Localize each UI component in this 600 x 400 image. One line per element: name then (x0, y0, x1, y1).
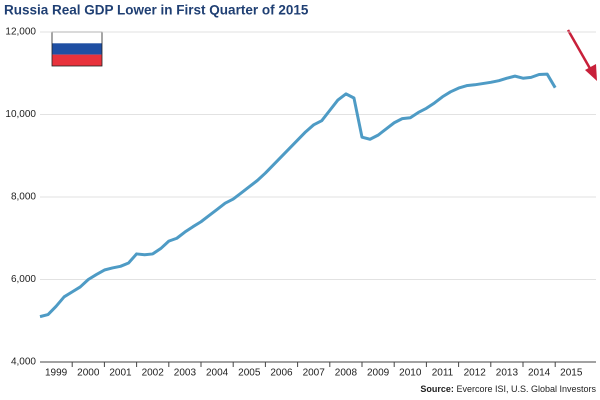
x-tick-label: 2002 (142, 368, 165, 379)
x-tick-label: 2001 (109, 368, 132, 379)
source-label: Source: (420, 384, 454, 394)
russia-flag (51, 31, 103, 67)
x-tick-label: 2012 (464, 368, 487, 379)
chart-title: Russia Real GDP Lower in First Quarter o… (4, 3, 309, 18)
y-tick-label: 6,000 (11, 274, 36, 285)
y-tick-label: 10,000 (5, 109, 36, 120)
source: Source: Evercore ISI, U.S. Global Invest… (420, 384, 596, 394)
data-line (39, 72, 557, 319)
x-tick-label: 2000 (77, 368, 100, 379)
x-tick-label: 2009 (367, 368, 390, 379)
x-tick-label: 2014 (528, 368, 551, 379)
x-tick-label: 2013 (496, 368, 519, 379)
source-text: Evercore ISI, U.S. Global Investors (456, 384, 596, 394)
y-tick-label: 12,000 (5, 27, 36, 38)
x-tick-label: 2006 (270, 368, 293, 379)
x-tick-label: 1999 (45, 368, 68, 379)
x-tick-label: 2007 (303, 368, 326, 379)
x-tick-label: 2015 (560, 368, 583, 379)
x-tick-label: 2005 (238, 368, 261, 379)
x-tick-label: 2010 (399, 368, 422, 379)
y-tick-label: 4,000 (11, 357, 36, 368)
x-tick-label: 2004 (206, 368, 229, 379)
x-tick-label: 2008 (335, 368, 358, 379)
y-tick-label: 8,000 (11, 192, 36, 203)
x-tick-label: 2011 (432, 368, 454, 379)
trend-arrow (566, 29, 597, 81)
x-tick-label: 2003 (174, 368, 197, 379)
